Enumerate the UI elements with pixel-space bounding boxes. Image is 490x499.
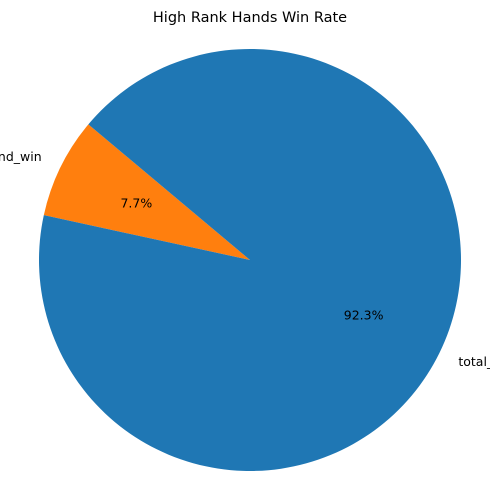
pie-slice-total-game [39, 48, 462, 471]
slice-percent-high-hand-win: 7.7% [120, 196, 152, 211]
chart-title: High Rank Hands Win Rate [153, 10, 347, 26]
pie-labels: high_hand_win 7.7% total_game 92.3% [0, 149, 490, 369]
slice-percent-total-game: 92.3% [344, 307, 384, 322]
pie-slices [39, 48, 462, 471]
slice-label-high-hand-win: high_hand_win [0, 149, 42, 164]
pie-slice-high-hand-win [43, 124, 251, 260]
slice-label-total-game: total_game [458, 354, 490, 369]
